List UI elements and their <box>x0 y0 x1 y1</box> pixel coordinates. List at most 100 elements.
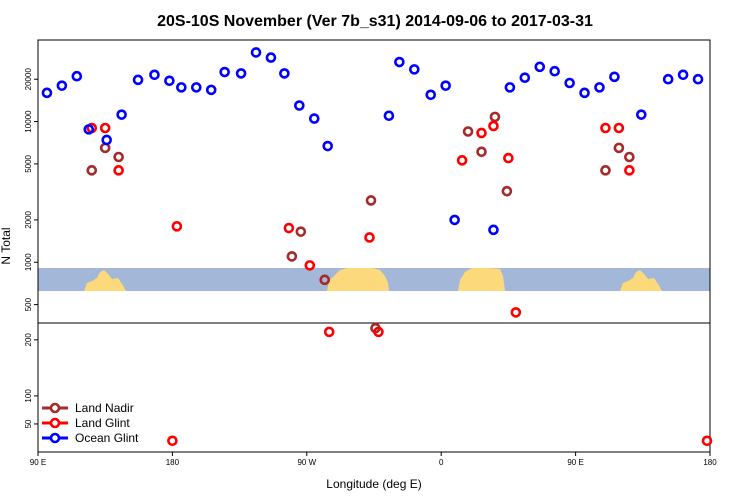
ocean-glint-point <box>41 87 53 99</box>
land-glint-point <box>510 307 522 318</box>
ocean-glint-point <box>322 140 334 152</box>
x-tick-label: 180 <box>703 458 717 467</box>
x-tick-label: 0 <box>439 458 444 467</box>
axes: 90 E 180 90 W 0 90 E 180 500 1000 2000 5000 10000 2… <box>24 68 717 467</box>
ocean-glint-point <box>488 224 499 236</box>
y-tick-label-upper: 10000 <box>24 110 33 133</box>
land-nadir-point <box>462 126 474 137</box>
land-nadir-point <box>624 151 635 163</box>
ocean-glint-point <box>564 77 575 89</box>
data-points <box>41 47 713 447</box>
ocean-glint-point <box>534 61 546 73</box>
ocean-glint-point <box>132 74 144 86</box>
y-tick-label-upper: 500 <box>24 297 33 311</box>
x-tick-label: 180 <box>166 458 180 467</box>
ocean-glint-point <box>662 73 674 85</box>
ocean-glint-point <box>265 52 277 63</box>
ocean-glint-point <box>504 82 516 93</box>
land-nadir-point <box>113 151 124 163</box>
y-tick-label-upper: 1000 <box>24 253 33 271</box>
ocean-glint-point <box>594 82 605 93</box>
y-tick-label-upper: 5000 <box>24 154 33 172</box>
ocean-glint-point <box>235 68 247 79</box>
land-glint-point <box>99 122 111 134</box>
ocean-glint-point <box>164 75 175 87</box>
legend-label-land-nadir: Land Nadir <box>75 401 134 415</box>
ocean-glint-point <box>440 80 451 91</box>
land-shape <box>458 268 505 291</box>
ocean-glint-point <box>383 110 395 122</box>
ocean-glint-point <box>609 71 620 83</box>
ocean-glint-point <box>83 124 95 135</box>
legend-label-land-glint: Land Glint <box>75 416 130 430</box>
ocean-glint-point <box>71 70 83 82</box>
ocean-glint-point <box>425 89 437 101</box>
ocean-glint-point <box>409 64 420 75</box>
ocean-glint-point <box>449 214 460 226</box>
ocean-glint-point <box>294 100 305 111</box>
y-axis-label: N Total <box>0 227 13 264</box>
land-glint-point <box>613 122 625 134</box>
legend-marker-land-glint <box>49 417 61 429</box>
ocean-glint-point <box>308 113 320 124</box>
land-shape <box>327 268 389 291</box>
land-glint-point <box>600 122 611 134</box>
land-glint-point <box>283 222 295 234</box>
land-glint-point <box>701 435 713 447</box>
land-nadir-point <box>286 251 298 262</box>
y-tick-label-lower: 100 <box>24 389 33 403</box>
land-nadir-point <box>501 185 513 197</box>
land-glint-point <box>476 127 487 139</box>
ocean-glint-point <box>519 72 531 84</box>
land-glint-point <box>503 152 514 164</box>
land-nadir-point <box>489 111 501 123</box>
land-glint-point <box>304 260 316 271</box>
land-glint-point <box>167 435 178 447</box>
y-tick-label-lower: 50 <box>24 419 33 428</box>
ocean-glint-point <box>250 47 262 58</box>
land-nadir-point <box>365 195 377 206</box>
land-glint-point <box>373 326 384 338</box>
ocean-glint-point <box>101 134 112 146</box>
plot-frame <box>37 39 711 453</box>
land-glint-point <box>624 165 635 176</box>
land-nadir-point <box>86 165 98 176</box>
legend-label-ocean-glint: Ocean Glint <box>75 431 139 445</box>
ocean-glint-point <box>549 65 560 77</box>
land-shape <box>620 270 662 291</box>
ocean-glint-point <box>149 69 160 81</box>
ocean-glint-point <box>394 56 405 68</box>
land-shape <box>84 270 126 291</box>
ocean-glint-point <box>116 109 127 120</box>
x-tick-label: 90 W <box>297 458 316 467</box>
land-nadir-point <box>295 226 307 237</box>
land-nadir-point <box>476 146 487 158</box>
land-glint-point <box>171 221 183 232</box>
ocean-glint-point <box>219 66 230 78</box>
x-axis-label: Longitude (deg E) <box>326 477 421 491</box>
ocean-glint-point <box>190 82 202 93</box>
ocean-glint-point <box>56 80 68 91</box>
y-tick-label-lower: 200 <box>24 333 33 347</box>
ocean-glint-point <box>279 68 290 79</box>
ocean-glint-point <box>176 82 187 93</box>
land-glint-point <box>488 120 499 132</box>
x-tick-label: 90 E <box>567 458 583 467</box>
y-tick-label-upper: 20000 <box>24 68 33 91</box>
chart-title: 20S-10S November (Ver 7b_s31) 2014-09-06… <box>157 13 593 30</box>
land-glint-point <box>364 232 375 243</box>
land-glint-point <box>323 326 335 338</box>
land-nadir-point <box>600 165 611 176</box>
x-tick-label: 90 E <box>30 458 46 467</box>
ocean-glint-point <box>677 69 689 81</box>
land-nadir-point <box>613 142 625 154</box>
ocean-glint-point <box>579 87 590 99</box>
land-glint-point <box>456 155 468 166</box>
ocean-glint-point <box>636 109 647 120</box>
land-mask-strip <box>38 268 710 291</box>
y-tick-label-upper: 2000 <box>24 210 33 228</box>
land-glint-point <box>113 165 124 176</box>
legend-marker-ocean-glint <box>49 432 61 444</box>
